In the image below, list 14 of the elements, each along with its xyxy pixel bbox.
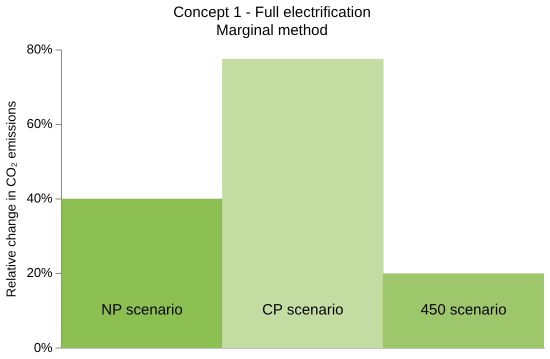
bar: [62, 198, 223, 348]
x-tick-label: NP scenario: [101, 301, 183, 318]
chart-subtitle: Marginal method: [216, 22, 328, 40]
y-axis-title: Relative change in CO₂ emissions: [3, 100, 18, 298]
chart-title: Concept 1 - Full electrification: [173, 4, 371, 22]
bar: [382, 273, 544, 348]
y-tick-label: 80%: [26, 42, 54, 57]
y-tick-label: 60%: [26, 116, 54, 132]
y-tick-label: 20%: [26, 265, 54, 280]
y-tick-label: 0%: [34, 340, 54, 355]
x-tick-label: CP scenario: [262, 301, 344, 318]
y-tick-label: 40%: [26, 190, 54, 206]
x-tick-label: 450 scenario: [420, 301, 507, 318]
bar: [222, 58, 384, 348]
